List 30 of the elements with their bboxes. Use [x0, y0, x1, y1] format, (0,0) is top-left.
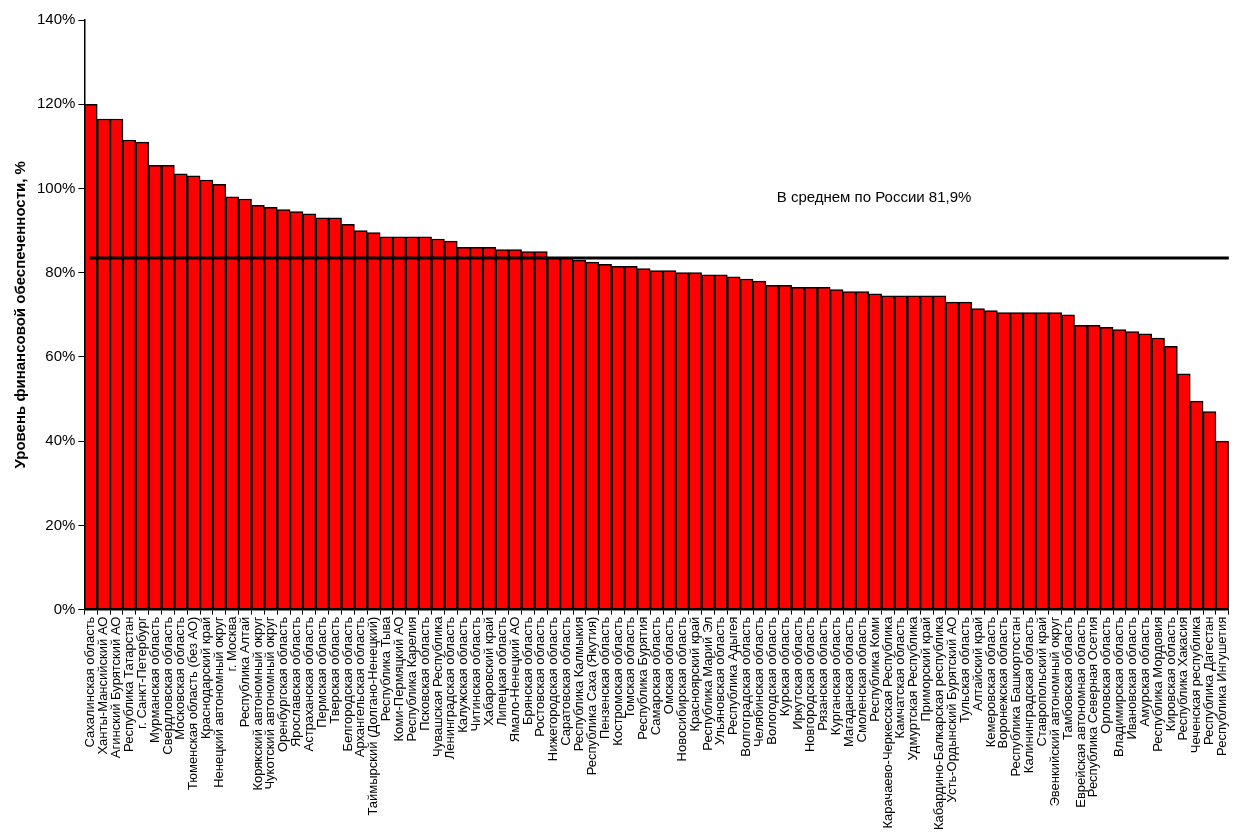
- ref-line-label: В среднем по России 81,9%: [776, 188, 972, 206]
- y-tick-label: 140%: [36, 10, 76, 28]
- y-tick-label: 20%: [45, 515, 76, 533]
- x-tick-label: Сахалинская область: [82, 616, 98, 748]
- x-tick-label: Еврейская автономная область: [1072, 616, 1088, 808]
- y-axis-title: Уровень финансовой обеспеченности, %: [11, 161, 29, 469]
- x-tick-label: Новосибирская область: [673, 616, 689, 762]
- y-tick-label: 120%: [36, 94, 76, 112]
- x-tick-label: Пермская область: [313, 616, 329, 728]
- x-tick-label: Удмуртская Республика: [905, 615, 921, 761]
- y-tick-label: 40%: [45, 431, 76, 449]
- x-tick-label: Амурская область: [1136, 616, 1152, 727]
- x-tick-label: Костромская область: [609, 616, 625, 746]
- x-tick-label: Республика Алтай: [236, 616, 252, 728]
- y-tick-label: 100%: [36, 178, 76, 196]
- y-tick-label: 0%: [53, 599, 76, 617]
- x-tick-label: Алтайский край: [969, 616, 985, 711]
- x-tick-label: Агинский Бурятский АО: [108, 616, 124, 759]
- x-tick-label: Республика Бурятия: [635, 616, 651, 740]
- x-tick-label: Вологодская область: [763, 616, 779, 745]
- x-tick-label: Республика Коми: [866, 616, 882, 722]
- x-tick-label: Курганская область: [828, 616, 844, 736]
- x-tick-label: Республика Адыгея: [725, 616, 741, 735]
- x-tick-label: Нижегородская область: [545, 616, 561, 762]
- y-tick-label: 60%: [45, 347, 76, 365]
- y-tick-label: 80%: [45, 262, 76, 280]
- x-tick-label: Хабаровский край: [481, 616, 496, 726]
- x-tick-label: Ханты-Мансийский АО: [95, 616, 111, 755]
- x-tick-label: Чувашская Республика: [429, 615, 445, 757]
- x-tick-label: Тюменская область (без АО): [185, 616, 201, 791]
